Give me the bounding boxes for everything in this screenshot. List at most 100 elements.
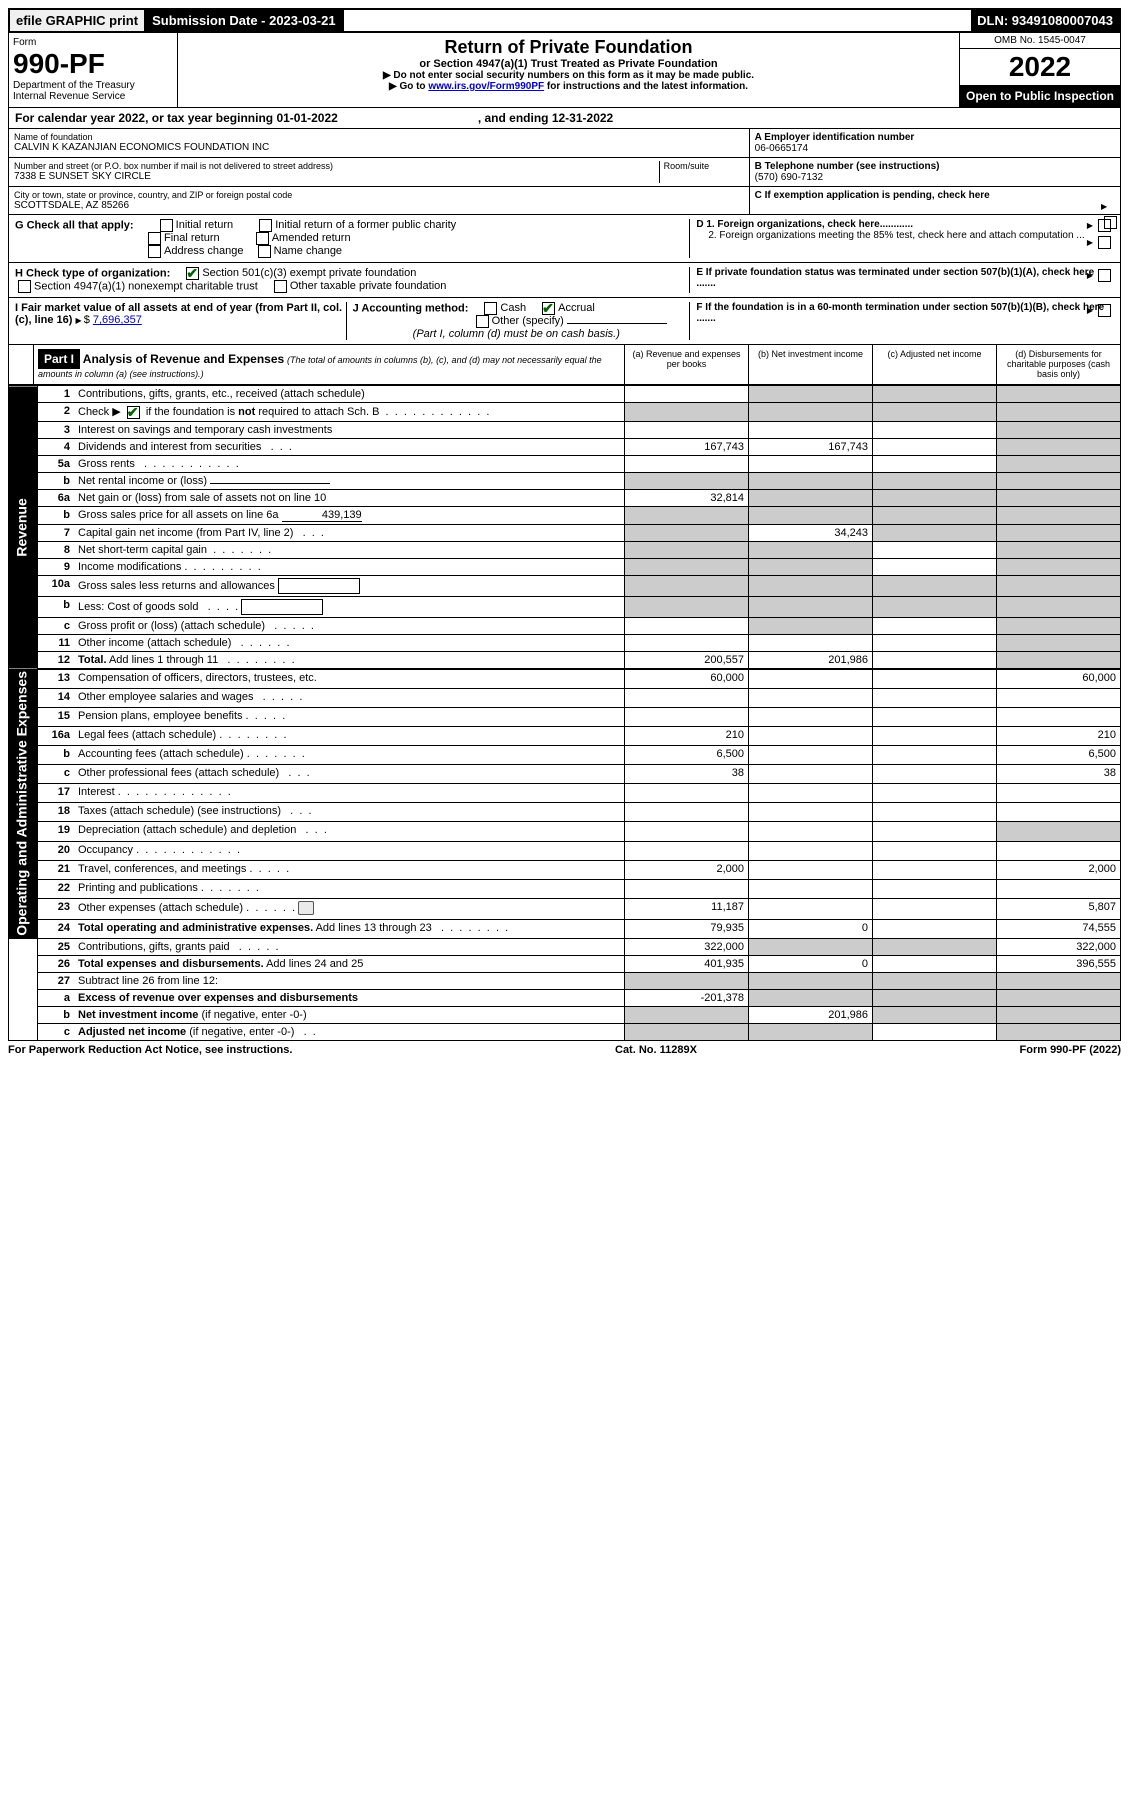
line-8-desc: Net short-term capital gain — [78, 544, 207, 556]
form-subtitle: or Section 4947(a)(1) Trust Treated as P… — [182, 58, 955, 70]
line-21-desc: Travel, conferences, and meetings — [78, 863, 246, 875]
c-exemption-label: C If exemption application is pending, c… — [755, 190, 990, 201]
line-22-desc: Printing and publications — [78, 882, 198, 894]
efile-print-button[interactable]: efile GRAPHIC print — [10, 10, 146, 31]
g-initial-former-label: Initial return of a former public charit… — [275, 219, 456, 231]
g-address-checkbox[interactable] — [148, 245, 161, 258]
d1-checkbox[interactable] — [1098, 219, 1111, 232]
city-value: SCOTTSDALE, AZ 85266 — [14, 200, 744, 211]
line-6b-value: 439,139 — [282, 509, 362, 522]
line-7-desc: Capital gain net income (from Part IV, l… — [78, 527, 293, 539]
e-label: E If private foundation status was termi… — [696, 267, 1094, 289]
line-5b-desc: Net rental income or (loss) — [78, 475, 207, 487]
line-27a-col-a: -201,378 — [625, 990, 749, 1007]
line-16c-col-d: 38 — [997, 765, 1121, 784]
col-d-header: (d) Disbursements for charitable purpose… — [996, 345, 1120, 384]
j-cash-checkbox[interactable] — [484, 302, 497, 315]
line-6a-desc: Net gain or (loss) from sale of assets n… — [74, 489, 625, 506]
foundation-name: CALVIN K KAZANJIAN ECONOMICS FOUNDATION … — [14, 142, 744, 153]
g-initial-checkbox[interactable] — [160, 219, 173, 232]
line-7-col-b: 34,243 — [749, 524, 873, 541]
cal-year-begin: For calendar year 2022, or tax year begi… — [15, 111, 338, 125]
g-address-label: Address change — [164, 245, 244, 257]
j-other-label: Other (specify) — [492, 315, 564, 327]
line-27b-col-b: 201,986 — [749, 1007, 873, 1024]
ein-label: A Employer identification number — [755, 132, 1115, 143]
line-27-desc: Subtract line 26 from line 12: — [74, 973, 625, 990]
omb-number: OMB No. 1545-0047 — [960, 33, 1120, 49]
line-25-col-d: 322,000 — [997, 939, 1121, 956]
note2-pre: ▶ Go to — [389, 81, 428, 92]
d2-label: 2. Foreign organizations meeting the 85%… — [708, 230, 1084, 241]
i-label: I Fair market value of all assets at end… — [15, 302, 342, 326]
line-26-desc: Total expenses and disbursements. — [78, 958, 264, 970]
d2-checkbox[interactable] — [1098, 236, 1111, 249]
line-11-desc: Other income (attach schedule) — [78, 637, 231, 649]
line-21-col-d: 2,000 — [997, 860, 1121, 879]
line-23-desc: Other expenses (attach schedule) — [78, 902, 243, 914]
check-row-g: G Check all that apply: Initial return I… — [8, 215, 1121, 263]
footer-center: Cat. No. 11289X — [615, 1044, 697, 1056]
f-checkbox[interactable] — [1098, 304, 1111, 317]
line-10b-desc: Less: Cost of goods sold — [78, 601, 198, 613]
line-19-desc: Depreciation (attach schedule) and deple… — [78, 824, 296, 836]
attachment-icon[interactable] — [298, 901, 314, 915]
top-bar: efile GRAPHIC print Submission Date - 20… — [8, 8, 1121, 33]
g-final-checkbox[interactable] — [148, 232, 161, 245]
line-12-col-a: 200,557 — [625, 651, 749, 668]
col-a-header: (a) Revenue and expenses per books — [624, 345, 748, 384]
col-c-header: (c) Adjusted net income — [872, 345, 996, 384]
line-15-desc: Pension plans, employee benefits — [78, 710, 243, 722]
line-26-col-b: 0 — [749, 956, 873, 973]
line-23-col-a: 11,187 — [625, 898, 749, 919]
line-16b-col-d: 6,500 — [997, 746, 1121, 765]
line-27a-desc: Excess of revenue over expenses and disb… — [74, 990, 625, 1007]
h-4947-checkbox[interactable] — [18, 280, 31, 293]
footer-left: For Paperwork Reduction Act Notice, see … — [8, 1044, 292, 1056]
g-amended-checkbox[interactable] — [256, 232, 269, 245]
line-13-col-d: 60,000 — [997, 669, 1121, 688]
line-16c-desc: Other professional fees (attach schedule… — [78, 767, 279, 779]
line-24-col-a: 79,935 — [625, 920, 749, 939]
line-2-checkbox[interactable] — [127, 406, 140, 419]
line-13-desc: Compensation of officers, directors, tru… — [74, 669, 625, 688]
submission-date-label: Submission Date - 2023-03-21 — [146, 10, 344, 31]
dept-label: Department of the Treasury — [13, 80, 173, 91]
name-label: Name of foundation — [14, 132, 744, 142]
h-501c3-checkbox[interactable] — [186, 267, 199, 280]
irs-link[interactable]: www.irs.gov/Form990PF — [428, 81, 544, 92]
line-2-post: if the foundation is not required to att… — [146, 406, 380, 418]
line-4-col-a: 167,743 — [625, 438, 749, 455]
j-accrual-checkbox[interactable] — [542, 302, 555, 315]
header-note-ssn: ▶ Do not enter social security numbers o… — [182, 70, 955, 81]
g-initial-former-checkbox[interactable] — [259, 219, 272, 232]
h-label: H Check type of organization: — [15, 267, 170, 279]
g-name-label: Name change — [274, 245, 343, 257]
addr-label: Number and street (or P.O. box number if… — [14, 161, 659, 171]
g-final-label: Final return — [164, 232, 220, 244]
line-23-col-d: 5,807 — [997, 898, 1121, 919]
city-label: City or town, state or province, country… — [14, 190, 744, 200]
line-6b-desc: Gross sales price for all assets on line… — [78, 509, 279, 521]
g-amended-label: Amended return — [272, 232, 351, 244]
part1-title: Analysis of Revenue and Expenses — [83, 352, 284, 366]
form-word: Form — [13, 37, 173, 48]
col-b-header: (b) Net investment income — [748, 345, 872, 384]
room-label: Room/suite — [664, 161, 744, 171]
ein-value: 06-0665174 — [755, 143, 1115, 154]
e-checkbox[interactable] — [1098, 269, 1111, 282]
g-name-checkbox[interactable] — [258, 245, 271, 258]
j-other-checkbox[interactable] — [476, 315, 489, 328]
dln-label: DLN: 93491080007043 — [971, 10, 1119, 31]
h-other-label: Other taxable private foundation — [290, 280, 447, 292]
i-fmv-value[interactable]: 7,696,357 — [93, 314, 142, 326]
line-1-desc: Contributions, gifts, grants, etc., rece… — [74, 386, 625, 403]
line-16a-desc: Legal fees (attach schedule) — [78, 729, 216, 741]
h-other-checkbox[interactable] — [274, 280, 287, 293]
calendar-year-row: For calendar year 2022, or tax year begi… — [8, 108, 1121, 129]
addr-value: 7338 E SUNSET SKY CIRCLE — [14, 171, 659, 182]
line-3-desc: Interest on savings and temporary cash i… — [74, 421, 625, 438]
note2-post: for instructions and the latest informat… — [544, 81, 748, 92]
form-number: 990-PF — [13, 48, 173, 80]
line-26-col-d: 396,555 — [997, 956, 1121, 973]
